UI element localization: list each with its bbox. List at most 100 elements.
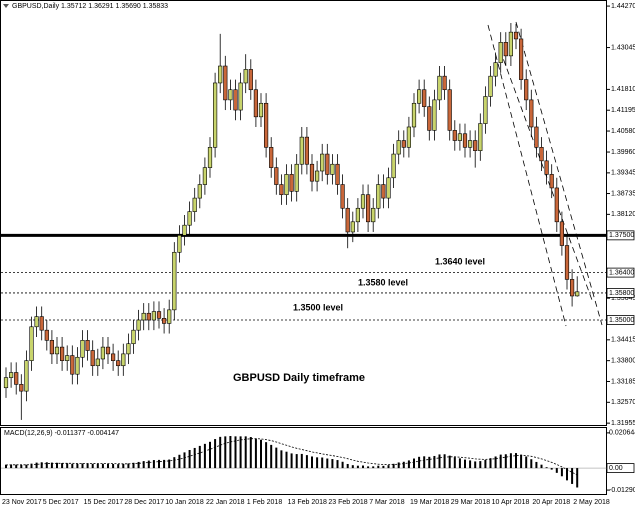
macd-bar — [566, 468, 568, 481]
candle-body — [294, 163, 299, 192]
candle-body — [447, 89, 452, 131]
y-tick-label: 1.39345 — [611, 170, 635, 177]
y-tick-label: 1.40580 — [611, 128, 635, 135]
y-tick-label: -0.012901 — [609, 487, 635, 494]
macd-bar — [545, 467, 548, 469]
candle-body — [65, 355, 70, 361]
macd-bar — [397, 462, 400, 469]
macd-bar — [86, 463, 89, 469]
candle-body — [309, 163, 315, 182]
candle-body — [136, 319, 141, 331]
macd-bar — [407, 460, 410, 469]
macd-bar — [15, 464, 18, 469]
candle-body — [411, 102, 417, 128]
macd-title: MACD(12,26,9) -0.011377 -0.004147 — [4, 430, 119, 437]
macd-bar — [45, 462, 48, 469]
x-tick-label: 13 Feb 2018 — [288, 499, 327, 506]
x-tick-label: 23 Feb 2018 — [328, 499, 367, 506]
macd-bar — [40, 462, 43, 469]
candle-body — [39, 316, 44, 331]
macd-bar — [20, 465, 23, 469]
candle-body — [59, 346, 65, 361]
macd-bar — [331, 459, 334, 469]
candle-body — [483, 96, 488, 124]
macd-bar — [458, 458, 461, 469]
candle-body — [488, 75, 493, 97]
candle-body — [539, 147, 544, 162]
macd-bar — [305, 455, 308, 469]
macd-bar — [270, 444, 273, 469]
macd-bar — [469, 460, 472, 469]
macd-bar — [515, 453, 517, 469]
candle-body — [314, 170, 320, 182]
candle-body — [233, 89, 238, 111]
candle-body — [365, 194, 371, 223]
macd-bar — [351, 465, 354, 469]
level-label-box — [606, 230, 635, 241]
macd-bar — [356, 465, 359, 469]
candle-body — [116, 360, 121, 367]
candle-body — [442, 75, 447, 91]
y-tick-label: 1.33800 — [611, 357, 635, 364]
macd-bar — [300, 453, 303, 469]
macd-bar — [499, 454, 502, 469]
candle-body — [44, 329, 49, 341]
candle-body — [564, 245, 570, 280]
candle-body — [371, 207, 376, 223]
candle-body — [473, 140, 478, 151]
macd-bar — [30, 463, 33, 469]
level-label-box — [606, 267, 635, 278]
candle-body — [75, 356, 80, 375]
macd-bar — [464, 459, 466, 469]
candle-body — [243, 69, 248, 84]
macd-bar — [193, 447, 196, 469]
candle-body — [335, 163, 340, 185]
macd-bar — [265, 442, 268, 469]
candle-body — [304, 136, 310, 165]
macd-bar — [137, 461, 140, 469]
candle-body — [559, 221, 564, 246]
candle-body — [34, 316, 39, 328]
level-annotation: 1.3580 level — [358, 277, 408, 287]
candle-body — [14, 372, 19, 385]
macd-bar — [35, 462, 38, 469]
macd-bar — [219, 436, 222, 469]
macd-bar — [377, 465, 380, 469]
y-tick-label: 1.38735 — [611, 190, 635, 197]
y-tick-label: 0.020644 — [609, 430, 635, 437]
candle-body — [121, 353, 126, 367]
macd-bar — [61, 463, 64, 469]
macd-bar — [479, 461, 482, 469]
candle-body — [3, 377, 9, 389]
candle-body — [213, 82, 218, 148]
candle-body — [70, 355, 75, 375]
level-label: 1.35800 — [609, 290, 634, 297]
macd-bar — [433, 455, 436, 469]
macd-bar — [540, 464, 543, 469]
candle-body — [90, 350, 95, 367]
macd-bar — [535, 461, 538, 469]
candle-body — [544, 160, 549, 175]
macd-bar — [81, 463, 84, 469]
candle-body — [156, 311, 162, 319]
candle-body — [289, 174, 294, 192]
candle-body — [54, 346, 60, 355]
candle-body — [432, 99, 437, 131]
x-tick-label: 28 Dec 2017 — [124, 499, 164, 506]
candle-body — [9, 372, 14, 378]
candle-body — [248, 69, 253, 91]
macd-bar — [372, 466, 375, 469]
candle-body — [24, 360, 29, 392]
macd-bar — [254, 438, 257, 469]
y-tick-label: 1.31955 — [611, 420, 635, 427]
macd-bar — [392, 463, 395, 469]
candle-body — [457, 133, 463, 141]
macd-bar — [178, 454, 181, 469]
candle-body — [360, 194, 366, 209]
candle-body — [279, 184, 284, 196]
candle-body — [218, 65, 223, 84]
candle-body — [569, 279, 575, 297]
candle-body — [513, 31, 519, 40]
macd-bar — [50, 462, 53, 469]
